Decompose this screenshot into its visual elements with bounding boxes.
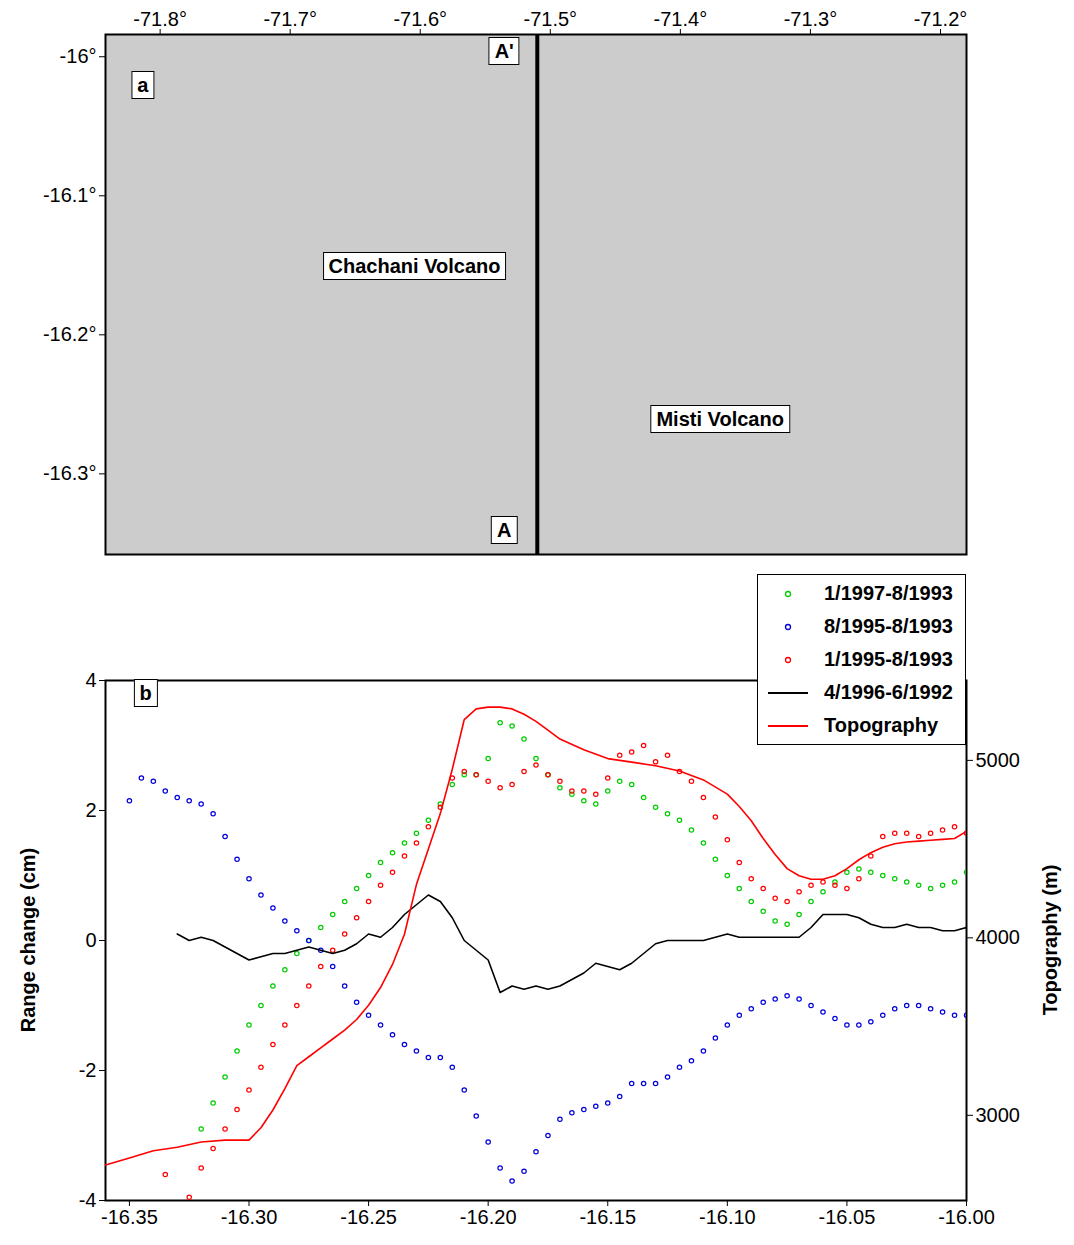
svg-text:-16.1°: -16.1°	[43, 184, 97, 206]
svg-text:-16.2°: -16.2°	[43, 323, 97, 345]
svg-text:-16.35: -16.35	[101, 1206, 158, 1228]
svg-text:-71.5°: -71.5°	[524, 8, 578, 30]
svg-text:-71.2°: -71.2°	[914, 8, 968, 30]
html-text:b: b	[139, 682, 152, 704]
html-text:A: A	[497, 519, 512, 542]
svg-text:-71.4°: -71.4°	[654, 8, 708, 30]
svg-text:-16.05: -16.05	[819, 1206, 876, 1228]
svg-text:-71.6°: -71.6°	[393, 8, 447, 30]
svg-text:-71.3°: -71.3°	[784, 8, 838, 30]
html-text:Chachani Volcano: Chachani Volcano	[328, 255, 501, 278]
svg-text:-16.10: -16.10	[699, 1206, 756, 1228]
html-text:a: a	[137, 74, 149, 97]
svg-text:-16.30: -16.30	[221, 1206, 278, 1228]
html-text:1/1997-8/1993: 1/1997-8/1993	[824, 582, 953, 604]
html-text:Range change (cm): Range change (cm)	[16, 847, 39, 1033]
svg-text:-16.3°: -16.3°	[43, 462, 97, 484]
html-text:Topography (m): Topography (m)	[1038, 864, 1061, 1016]
html-text:8/1995-8/1993: 8/1995-8/1993	[824, 615, 953, 637]
html-text:1/1995-8/1993: 1/1995-8/1993	[824, 648, 953, 670]
svg-text:3000: 3000	[976, 1104, 1021, 1126]
svg-text:4: 4	[85, 669, 96, 691]
html-text:Topography: Topography	[824, 714, 938, 736]
svg-text:-4: -4	[79, 1189, 97, 1211]
html-text:A': A'	[494, 39, 514, 62]
svg-text:-71.7°: -71.7°	[263, 8, 317, 30]
svg-text:2: 2	[85, 799, 96, 821]
svg-text:0: 0	[85, 929, 96, 951]
svg-text:-16.15: -16.15	[579, 1206, 636, 1228]
html-text:Misti Volcano: Misti Volcano	[656, 408, 784, 431]
svg-text:4000: 4000	[976, 926, 1021, 948]
svg-text:-16.20: -16.20	[460, 1206, 517, 1228]
svg-text:5000: 5000	[976, 749, 1021, 771]
svg-text:-71.8°: -71.8°	[133, 8, 187, 30]
svg-text:-16.25: -16.25	[340, 1206, 397, 1228]
svg-text:-2: -2	[79, 1059, 97, 1081]
html-text:4/1996-6/1992: 4/1996-6/1992	[824, 681, 953, 703]
svg-text:-16.00: -16.00	[938, 1206, 995, 1228]
svg-text:-16°: -16°	[60, 45, 97, 67]
